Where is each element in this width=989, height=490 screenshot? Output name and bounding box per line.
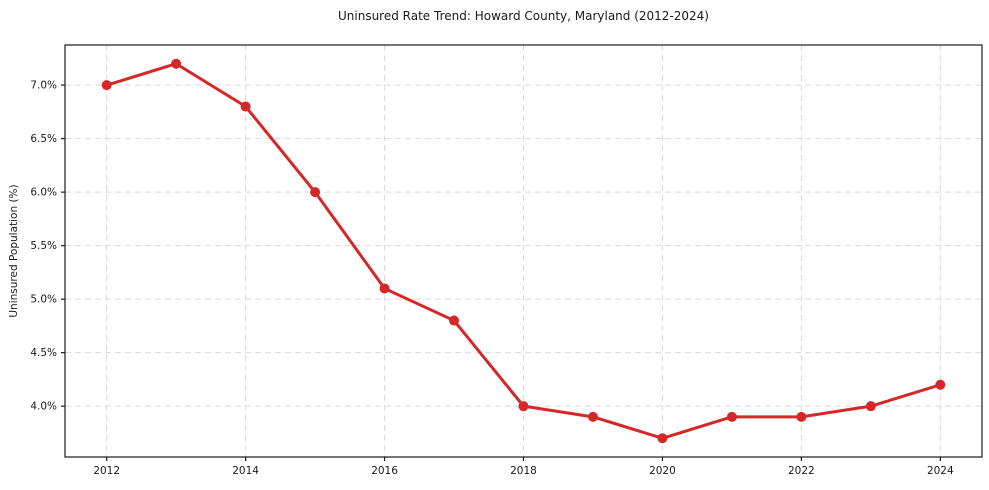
data-point-marker	[935, 379, 946, 390]
data-point-marker	[240, 101, 251, 112]
data-point-marker	[101, 80, 112, 91]
x-tick-label: 2018	[510, 465, 537, 477]
x-tick-label: 2024	[927, 465, 954, 477]
y-tick-label: 4.0%	[30, 401, 57, 413]
data-point-marker	[796, 411, 807, 422]
data-point-marker	[865, 401, 876, 412]
x-tick-label: 2022	[788, 465, 815, 477]
y-tick-label: 6.0%	[30, 187, 57, 199]
y-tick-label: 4.5%	[30, 347, 57, 359]
data-point-marker	[726, 411, 737, 422]
y-tick-label: 5.0%	[30, 294, 57, 306]
data-point-marker	[449, 315, 460, 326]
data-point-marker	[379, 283, 390, 294]
x-tick-label: 2016	[371, 465, 398, 477]
y-tick-label: 7.0%	[30, 80, 57, 92]
x-tick-label: 2020	[649, 465, 676, 477]
data-point-marker	[518, 401, 529, 412]
chart-title: Uninsured Rate Trend: Howard County, Mar…	[338, 9, 709, 23]
x-tick-label: 2012	[93, 465, 120, 477]
data-point-marker	[171, 58, 182, 69]
y-tick-label: 5.5%	[30, 240, 57, 252]
data-point-marker	[657, 433, 668, 444]
data-point-marker	[587, 411, 598, 422]
x-tick-label: 2014	[232, 465, 259, 477]
data-point-marker	[310, 187, 321, 198]
y-tick-label: 6.5%	[30, 133, 57, 145]
